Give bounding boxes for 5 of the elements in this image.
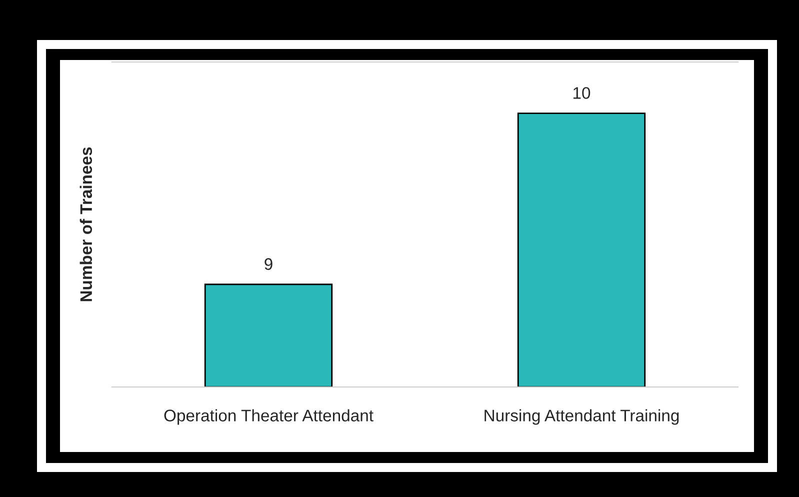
x-tick-label: Nursing Attendant Training — [484, 409, 679, 425]
x-tick-label: Operation Theater Attendant — [164, 409, 374, 425]
data-label: 9 — [264, 258, 272, 270]
y-axis-title: Number of Trainees — [80, 147, 92, 302]
data-label: 10 — [574, 87, 590, 99]
